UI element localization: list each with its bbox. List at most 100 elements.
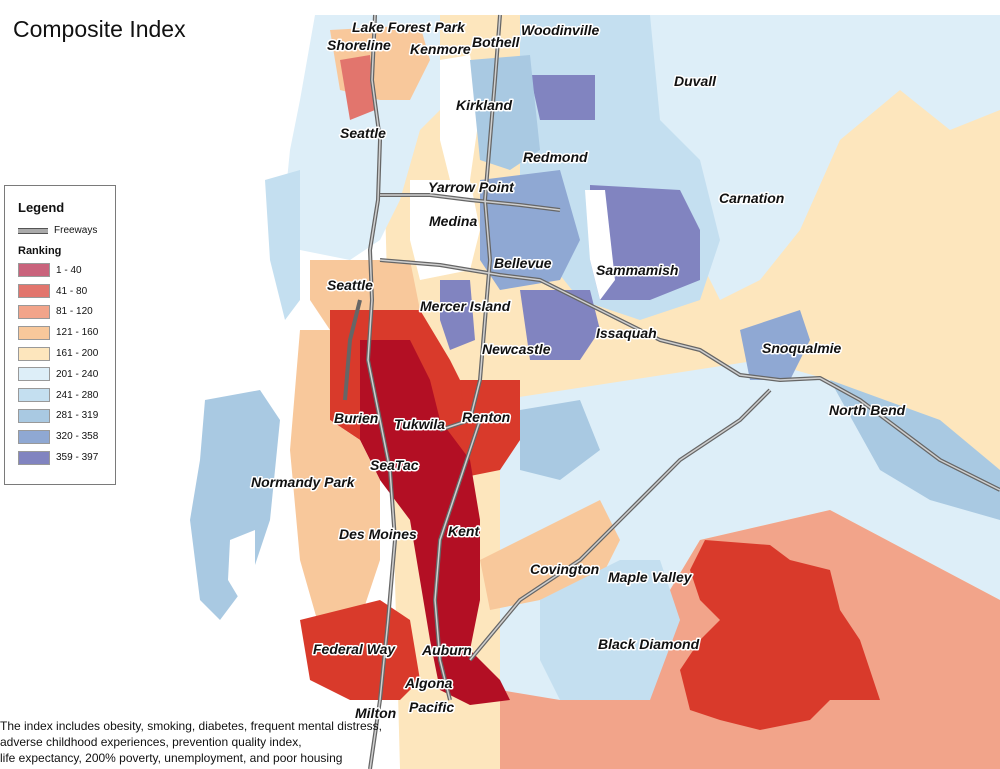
freeway-i90-core [379, 259, 1000, 491]
freeways-inner [367, 14, 1000, 769]
city-label: Carnation [719, 190, 784, 206]
footnote: The index includes obesity, smoking, dia… [0, 718, 450, 766]
map-regions [190, 15, 1000, 769]
legend-class-row: 281 - 319 [18, 406, 107, 427]
city-label: Seattle [327, 277, 373, 293]
legend-classes: 1 - 40 41 - 80 81 - 120 121 - 160 161 - 200 2… [18, 260, 107, 468]
city-label: Yarrow Point [428, 179, 515, 195]
region-lake-washington-south [410, 180, 480, 280]
freeway-i5-core [367, 14, 396, 769]
footnote-line: life expectancy, 200% poverty, unemploym… [0, 751, 343, 765]
legend-class-row: 320 - 358 [18, 426, 107, 447]
city-label: Pacific [409, 699, 454, 715]
legend-class-row: 41 - 80 [18, 281, 107, 302]
legend-ranking-title: Ranking [18, 245, 62, 257]
legend-title: Legend [18, 200, 65, 215]
city-label: Renton [462, 409, 510, 425]
city-label: Woodinville [521, 22, 600, 38]
legend-swatch [18, 325, 50, 340]
city-label: North Bend [829, 402, 906, 418]
city-label: Burien [334, 410, 378, 426]
legend-class-label: 161 - 200 [56, 348, 99, 360]
city-label: Snoqualmie [762, 340, 842, 356]
region-westside-orange [290, 330, 380, 630]
region-lake-sammamish [585, 190, 615, 300]
city-label: Tukwila [394, 416, 445, 432]
region-mercer-purple [440, 280, 475, 350]
legend-class-label: 320 - 358 [56, 431, 99, 443]
freeway-i405-core [439, 14, 501, 431]
map-title: Composite Index [13, 16, 186, 42]
legend: Legend Freeways Ranking 1 - 40 41 - 80 81 … [4, 185, 116, 485]
city-label: Des Moines [339, 526, 417, 542]
city-label: SeaTac [370, 457, 419, 473]
legend-swatch [18, 388, 50, 403]
city-label: Medina [429, 213, 477, 229]
legend-freeways-row: Freeways [18, 225, 107, 236]
city-label: Issaquah [596, 325, 657, 341]
legend-class-label: 121 - 160 [56, 327, 99, 339]
city-label: Duvall [674, 73, 717, 89]
region-redmond-purple [530, 75, 595, 120]
footnote-line: The index includes obesity, smoking, dia… [0, 719, 382, 733]
region-south-blue-patch [520, 400, 600, 480]
legend-swatch [18, 450, 50, 465]
city-label: Mercer Island [420, 298, 511, 314]
region-lake-washington-north [440, 55, 480, 180]
legend-swatch [18, 408, 50, 423]
city-label: Kirkland [456, 97, 512, 113]
city-label: Kent [448, 523, 480, 539]
city-label: Black Diamond [598, 636, 700, 652]
region-bellevue-blue [480, 170, 580, 290]
city-label: Covington [530, 561, 599, 577]
region-northeast [640, 15, 1000, 300]
legend-class-label: 41 - 80 [56, 285, 88, 297]
legend-class-row: 161 - 200 [18, 343, 107, 364]
freeway-sr167-core [434, 419, 481, 701]
city-label: Sammamish [596, 262, 678, 278]
region-vashon-gap [228, 530, 255, 600]
city-label: Newcastle [482, 341, 551, 357]
city-label: Milton [355, 705, 396, 721]
region-black-diamond-red [680, 540, 880, 730]
freeway-sr520-core [380, 194, 561, 211]
city-label: Federal Way [313, 641, 396, 657]
region-snoqualmie-blue [740, 310, 810, 380]
region-west-blue-strip [265, 170, 300, 320]
city-label: Lake Forest Park [352, 19, 466, 35]
city-label: Kenmore [410, 41, 471, 57]
city-label: Algona [404, 675, 453, 691]
legend-class-label: 201 - 240 [56, 368, 99, 380]
region-newcastle-purple [520, 290, 600, 360]
legend-class-label: 359 - 397 [56, 452, 99, 464]
legend-swatch [18, 304, 50, 319]
legend-class-row: 81 - 120 [18, 302, 107, 323]
footnote-line: adverse childhood experiences, preventio… [0, 735, 302, 749]
city-label: Normandy Park [251, 474, 356, 490]
city-label: Bellevue [494, 255, 552, 271]
legend-class-label: 81 - 120 [56, 306, 93, 318]
region-kent-valley-red [360, 340, 510, 705]
region-sammamish-purple [590, 185, 700, 300]
city-labels: Lake Forest Park Woodinville Shoreline K… [250, 18, 908, 723]
legend-class-label: 1 - 40 [56, 264, 82, 276]
legend-class-row: 241 - 280 [18, 385, 107, 406]
freeway-sr18-core [469, 389, 771, 661]
region-federal-way-red [300, 600, 420, 700]
city-label: Bothell [472, 34, 521, 50]
city-label: Redmond [523, 149, 588, 165]
legend-swatch [18, 429, 50, 444]
legend-swatch [18, 284, 50, 299]
legend-swatch [18, 346, 50, 361]
city-label: Maple Valley [608, 569, 693, 585]
freeway-west [343, 299, 362, 401]
region-vashon-blue [190, 390, 280, 620]
legend-swatch [18, 263, 50, 278]
region-maple-blue [540, 560, 680, 700]
legend-class-row: 1 - 40 [18, 260, 107, 281]
legend-class-label: 281 - 319 [56, 410, 99, 422]
freeway-symbol-icon [18, 227, 48, 234]
legend-freeways-label: Freeways [54, 225, 98, 236]
legend-class-row: 201 - 240 [18, 364, 107, 385]
